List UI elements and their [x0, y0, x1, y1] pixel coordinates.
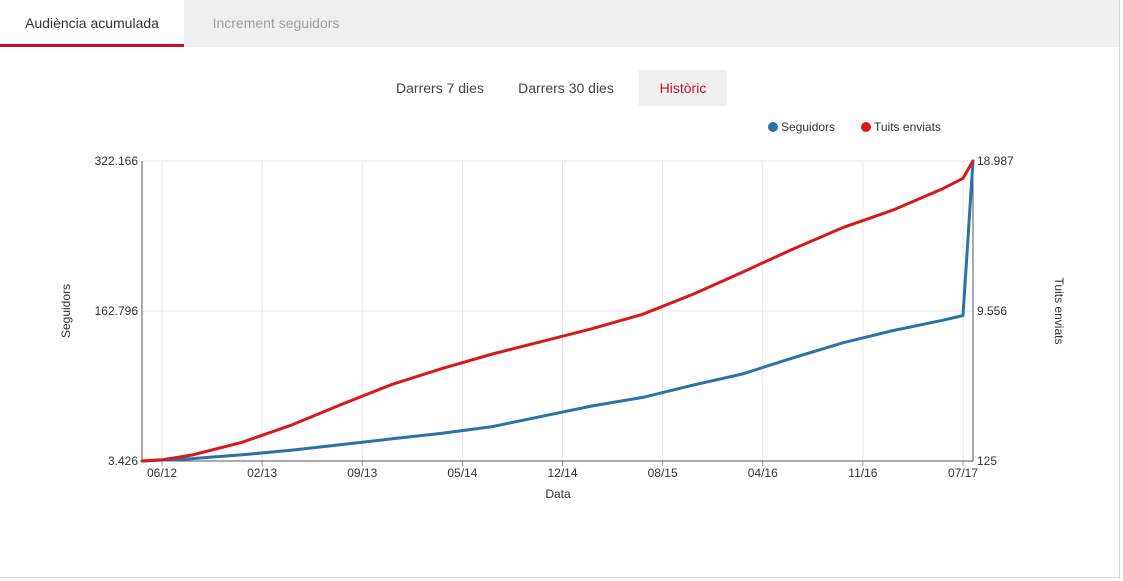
legend-label-seguidors[interactable]: Seguidors — [781, 120, 835, 134]
x-tick-label: 06/12 — [147, 466, 177, 480]
y-tick-label-right: 9.556 — [977, 304, 1007, 318]
x-tick-label: 07/17 — [948, 466, 978, 480]
range-tab-30-dies[interactable]: Darrers 30 dies — [518, 80, 614, 96]
range-tab-historic[interactable]: Històric — [639, 70, 727, 106]
chart-legend: Seguidors Tuits enviats — [768, 120, 941, 134]
y-tick-label-right: 125 — [977, 454, 997, 468]
legend-label-tuits-enviats[interactable]: Tuits enviats — [874, 120, 941, 134]
y-axis-label-right: Tuits enviats — [1052, 278, 1066, 345]
x-axis-label: Data — [545, 487, 571, 501]
x-tick-label: 08/15 — [648, 466, 678, 480]
x-tick-label: 05/14 — [447, 466, 477, 480]
y-tick-label-left: 162.796 — [95, 304, 139, 318]
y-tick-label-right: 18.987 — [977, 154, 1014, 168]
series-line-tuits-enviats — [140, 159, 975, 463]
series-line-seguidors — [140, 159, 975, 463]
range-tab-7-dies[interactable]: Darrers 7 dies — [396, 80, 484, 96]
x-tick-label: 04/16 — [748, 466, 778, 480]
legend-marker-tuits — [861, 122, 871, 132]
y-axis-label-left: Seguidors — [59, 284, 73, 338]
top-tab-bar: Audiència acumulada Increment seguidors — [0, 0, 1119, 47]
tab-audiencia-acumulada[interactable]: Audiència acumulada — [0, 0, 184, 47]
tab-increment-seguidors[interactable]: Increment seguidors — [212, 15, 340, 31]
x-tick-label: 02/13 — [247, 466, 277, 480]
x-tick-label: 09/13 — [347, 466, 377, 480]
x-tick-label: 12/14 — [547, 466, 577, 480]
y-tick-label-left: 322.166 — [95, 154, 139, 168]
x-tick-label: 11/16 — [848, 466, 877, 480]
legend-marker-seguidors — [768, 122, 778, 132]
y-tick-label-left: 3.426 — [108, 454, 138, 468]
